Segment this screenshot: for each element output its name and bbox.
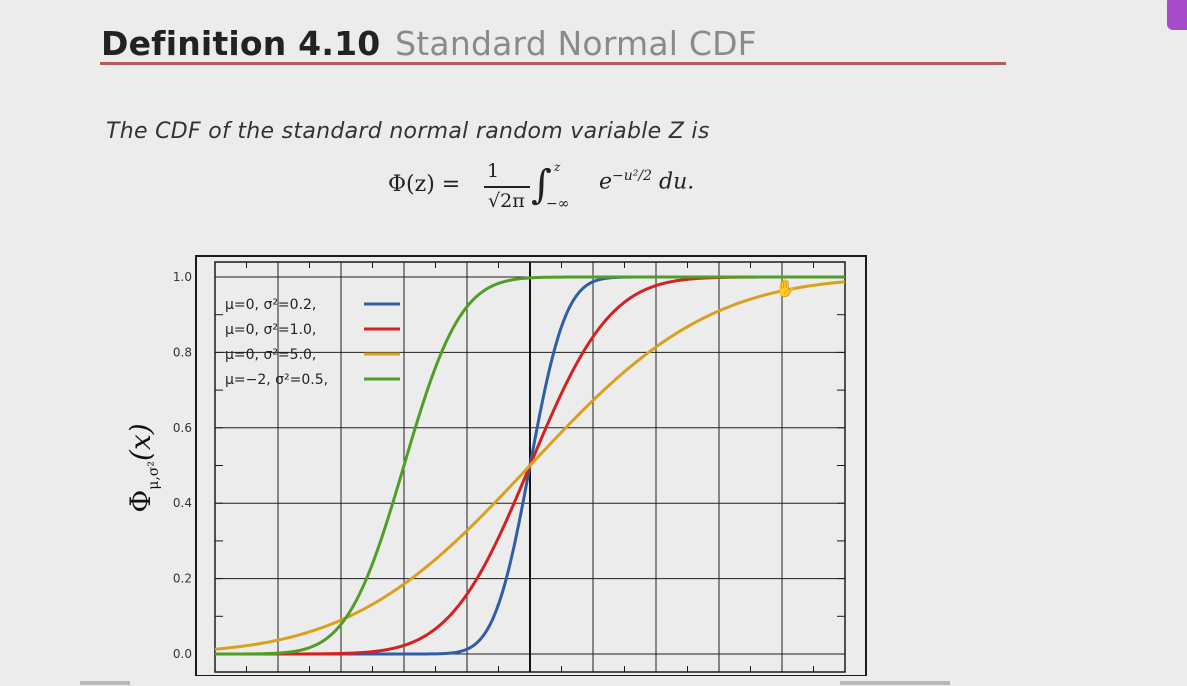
y-tick-label: 0.2 [173,572,192,586]
y-tick-label: 0.4 [173,496,192,510]
formula-frac-denominator: √2π [488,190,525,212]
integrand-tail: du. [652,169,695,195]
slide-title: Definition 4.10 Standard Normal CDF [101,24,757,63]
y-axis-label-base: Φ [124,490,157,513]
formula-frac-bar [484,186,530,188]
legend-label: μ=0, σ²=0.2, [225,297,316,313]
y-axis-label: Φμ,σ²(x) [124,423,162,512]
y-tick-label: 1.0 [173,270,192,284]
series-line [215,275,845,656]
integrand-base: e [599,169,613,195]
corner-app-badge[interactable] [1167,0,1187,30]
definition-number: Definition 4.10 [101,24,381,63]
integrand-exponent: −u²/2 [612,168,653,184]
formula-integral-sign: ∫ [531,162,552,208]
hand-cursor-icon: ✋ [775,279,797,299]
title-underline [100,62,1006,65]
series-line [214,280,846,651]
y-tick-label: 0.6 [173,421,192,435]
formula-lhs: Φ(z) = [388,172,461,197]
toolbar-hint-right [840,681,950,685]
formula-upper-limit: z [554,160,561,174]
legend-label: μ=0, σ²=5.0, [225,347,316,363]
grid-vertical [214,262,846,672]
y-tick-label: 0.0 [173,647,192,661]
series-lines [214,275,846,656]
y-axis-label-sub: μ,σ² [146,461,162,490]
legend-label: μ=−2, σ²=0.5, [225,372,328,388]
formula-lower-limit: −∞ [546,196,570,212]
formula-integrand: e−u²/2 du. [599,168,694,194]
y-tick-label: 0.8 [173,345,192,359]
intro-text: The CDF of the standard normal random va… [106,119,710,144]
bottom-toolbar-strip [0,676,1187,686]
y-axis-label-arg: (x) [124,423,157,461]
toolbar-hint-left [80,681,130,685]
y-tick-labels: 0.0 0.2 0.4 0.6 0.8 1.0 [173,270,192,661]
legend: μ=0, σ²=0.2, μ=0, σ²=1.0, μ=0, σ²=5.0, μ=−2… [225,297,400,388]
definition-name: Standard Normal CDF [395,24,757,63]
legend-label: μ=0, σ²=1.0, [225,322,316,338]
formula-frac-numerator: 1 [487,160,500,182]
cdf-formula: Φ(z) = 1 √2π ∫ z −∞ e−u²/2 du. [388,154,728,222]
